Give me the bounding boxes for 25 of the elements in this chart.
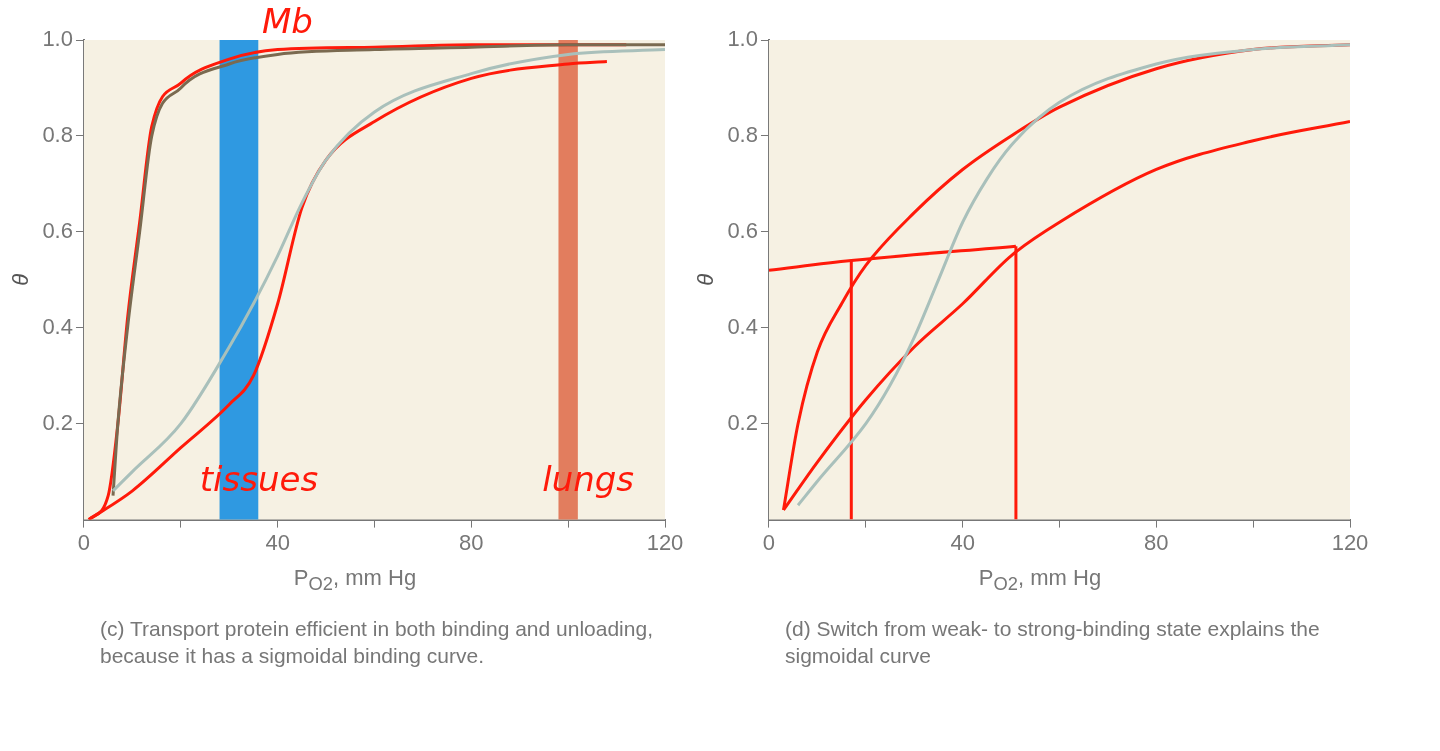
x-tick-label: 80 (1144, 529, 1169, 555)
y-axis-title: θ (693, 273, 719, 286)
x-tick-label: 120 (646, 529, 684, 555)
y-tick-label: 0.6 (42, 217, 73, 243)
y-tick-label: 1.0 (727, 26, 758, 52)
annotation: Mb (261, 0, 313, 41)
y-tick-label: 0.2 (42, 409, 73, 435)
y-tick-label: 0.8 (727, 121, 758, 147)
x-tick-label: 0 (77, 529, 91, 555)
text: (c) Transport protein efficient in both binding and unloading, because it has a sigmoidal binding curve. (100, 616, 654, 670)
x-tick-label: 80 (459, 529, 484, 555)
x-axis-title: P$_{O2}$, mm Hg (292, 565, 418, 596)
y-tick-label: 0.8 (42, 121, 73, 147)
y-tick-label: 0.4 (42, 313, 73, 339)
y-tick-label: 1.0 (42, 26, 73, 52)
x-tick-label: 120 (1331, 529, 1369, 555)
y-axis-title: θ (8, 273, 34, 286)
y-tick-label: 0.4 (727, 313, 758, 339)
x-tick-label: 40 (265, 529, 290, 555)
text: (d) Switch from weak- to strong-binding state explains the sigmoidal curve (785, 616, 1321, 670)
x-axis-title: P$_{O2}$, mm Hg (977, 565, 1103, 596)
x-tick-label: 0 (762, 529, 776, 555)
x-tick-label: 40 (950, 529, 975, 555)
y-tick-label: 0.6 (727, 217, 758, 243)
y-tick-label: 0.2 (727, 409, 758, 435)
